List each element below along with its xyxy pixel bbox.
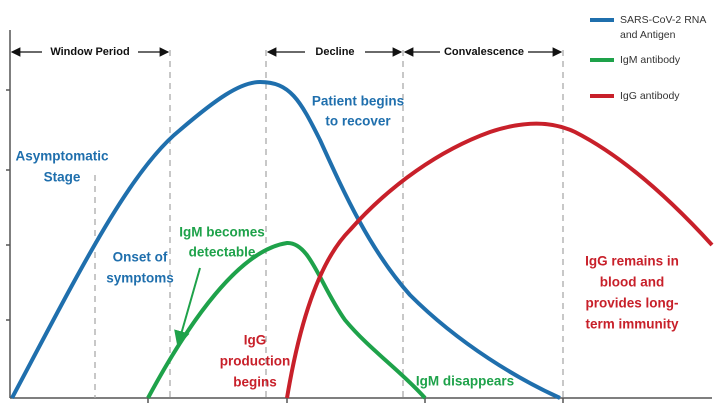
igg-curve	[285, 121, 714, 399]
annotation: provides long-	[585, 296, 678, 311]
phase-label: Window Period	[50, 46, 129, 58]
annotation: to recover	[325, 114, 391, 129]
annotation: Onset of	[113, 250, 168, 265]
phase-dividers	[94, 50, 564, 398]
pointer-arrow	[174, 267, 201, 347]
annotation: begins	[233, 375, 277, 390]
annotation: IgM disappears	[416, 374, 514, 389]
legend-label: IgM antibody	[620, 54, 681, 66]
annotation: IgG	[244, 333, 267, 348]
phase-label: Decline	[315, 46, 354, 58]
axes	[6, 30, 712, 403]
annotation: term immunity	[585, 317, 679, 332]
annotation: detectable	[189, 245, 256, 260]
phase-label: Convalescence	[444, 46, 524, 58]
legend	[590, 18, 614, 98]
annotation: symptoms	[106, 271, 174, 286]
annotation: Patient begins	[312, 94, 404, 109]
annotation: Asymptomatic	[15, 149, 109, 164]
annotation: blood and	[600, 275, 665, 290]
annotation: production	[220, 354, 291, 369]
legend-label: and Antigen	[620, 29, 676, 41]
annotation: IgM becomes	[179, 225, 265, 240]
annotation: Stage	[44, 170, 81, 185]
legend-label: IgG antibody	[620, 90, 680, 102]
igm-curve	[146, 240, 427, 400]
annotation: IgG remains in	[585, 254, 679, 269]
antigen-curve	[10, 79, 561, 400]
legend-label: SARS-CoV-2 RNA	[620, 14, 706, 26]
